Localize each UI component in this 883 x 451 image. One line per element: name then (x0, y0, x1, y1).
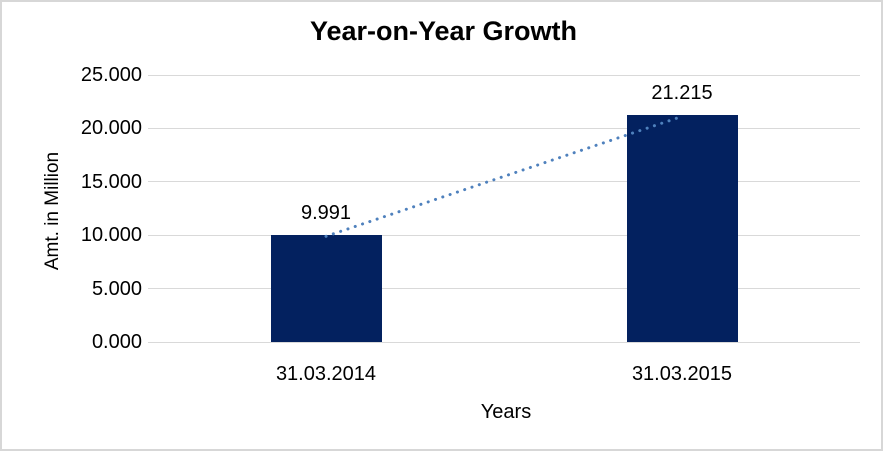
gridline (148, 127, 860, 129)
gridline (148, 234, 860, 236)
y-tick-label: 10.000 (80, 224, 142, 247)
gridline (148, 341, 860, 343)
x-tick-label: 31.03.2015 (631, 363, 733, 385)
gridline (148, 288, 860, 290)
y-tick-label: 0.000 (91, 331, 142, 353)
bar (270, 235, 382, 342)
x-tick-label: 31.03.2014 (275, 363, 377, 385)
y-tick-label: 5.000 (91, 277, 142, 300)
y-tick-label: 20.000 (80, 117, 142, 140)
chart-title: Year-on-Year Growth (309, 16, 578, 46)
x-axis-title: Years (480, 401, 532, 423)
y-tick-label: 25.000 (80, 64, 142, 86)
bar (626, 115, 738, 342)
gridline (148, 181, 860, 183)
gridline (148, 74, 860, 76)
data-label: 21.215 (651, 82, 713, 105)
y-tick-label: 15.000 (80, 170, 142, 193)
data-label: 9.991 (300, 202, 352, 225)
